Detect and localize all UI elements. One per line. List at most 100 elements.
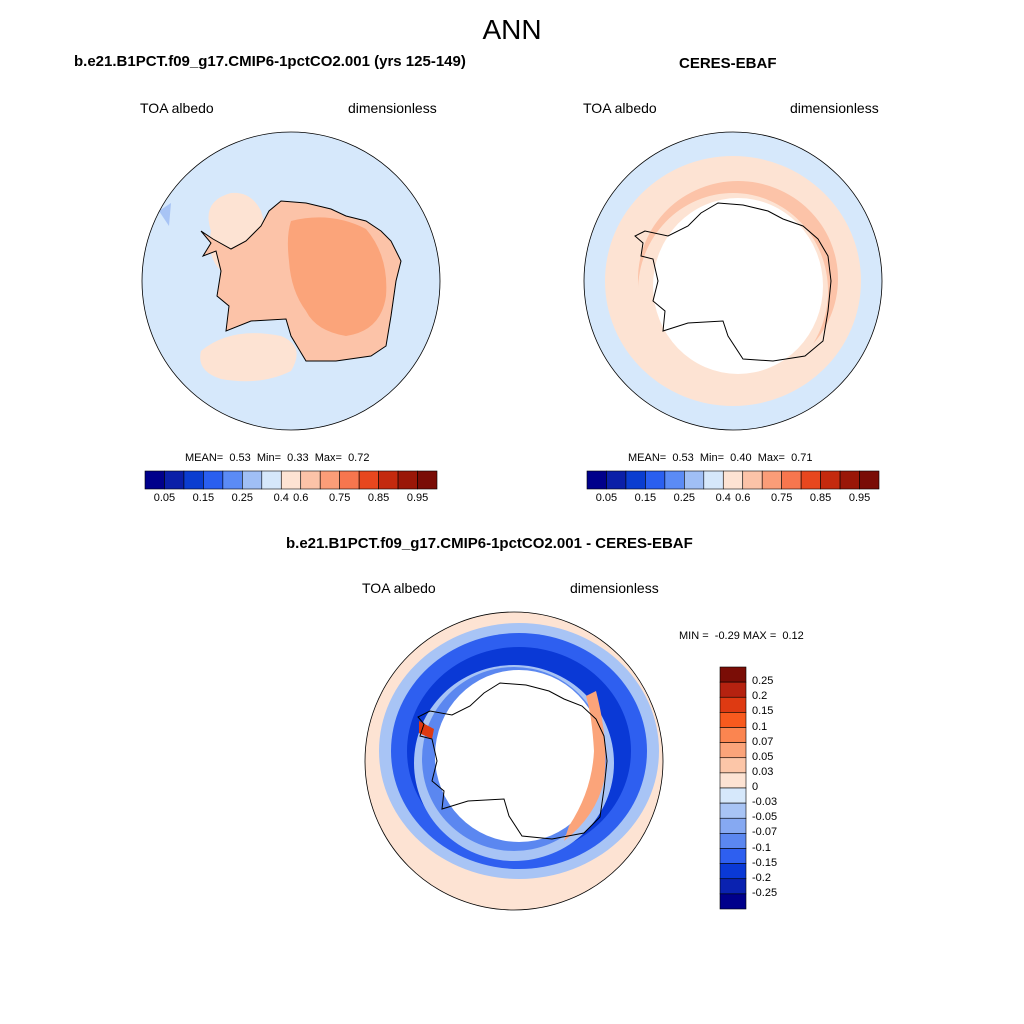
- obs-max-value: 0.71: [791, 452, 813, 464]
- diff-map-border: [364, 611, 664, 911]
- diff-max-value: 0.12: [782, 630, 804, 642]
- model-colorbar-box: [397, 470, 418, 490]
- obs-colorbar-box: [625, 470, 646, 490]
- diff-colorbar-box: [719, 848, 747, 864]
- model-min-label: Min=: [256, 452, 282, 464]
- obs-panel-title: CERES-EBAF: [679, 55, 777, 72]
- model-low-albedo-patch: [159, 203, 171, 226]
- obs-colorbar-box: [839, 470, 860, 490]
- diff-colorbar-tick-label: -0.1: [752, 841, 771, 854]
- diff-colorbar-box: [719, 878, 747, 895]
- model-colorbar-tick-label: 0.4: [273, 492, 289, 504]
- diff-colorbar-box: [719, 727, 747, 743]
- model-units-label: dimensionless: [348, 100, 437, 116]
- obs-colorbar-tick-label: 0.6: [735, 492, 751, 504]
- obs-colorbar-box: [606, 470, 627, 490]
- model-colorbar-tick-label: 0.6: [293, 492, 309, 504]
- model-colorbar-box: [203, 470, 224, 490]
- model-colorbar-tick-label: 0.95: [406, 492, 429, 504]
- model-colorbar-tick-label: 0.75: [328, 492, 351, 504]
- main-title: ANN: [482, 14, 542, 45]
- model-colorbar-box: [378, 470, 399, 490]
- diff-colorbar-tick-label: 0.07: [752, 735, 774, 748]
- obs-polar-map: [583, 131, 883, 431]
- model-colorbar-box: [242, 470, 263, 490]
- model-max-label: Max=: [314, 452, 342, 464]
- model-colorbar-box: [300, 470, 321, 490]
- diff-colorbar-tick-label: -0.2: [752, 871, 771, 884]
- obs-colorbar-tick-label: 0.85: [809, 492, 832, 504]
- diff-colorbar-box: [719, 712, 747, 728]
- diff-colorbar-tick-label: 0.1: [752, 720, 768, 733]
- obs-colorbar-box: [722, 470, 744, 490]
- diff-colorbar-box: [719, 817, 747, 834]
- diff-colorbar-tick-label: 0.15: [752, 705, 774, 718]
- obs-antarctica-coastline: [634, 202, 832, 362]
- diff-panel-title: b.e21.B1PCT.f09_g17.CMIP6-1pctCO2.001 - …: [286, 535, 693, 552]
- obs-max-label: Max=: [757, 452, 785, 464]
- model-variable-label: TOA albedo: [140, 100, 214, 116]
- diff-masked-interior: [435, 670, 603, 842]
- model-colorbar-ticks: 0.05 0.15 0.25 0.4 0.6 0.75 0.85 0.95: [145, 492, 437, 506]
- obs-mean-label: MEAN=: [628, 452, 667, 464]
- diff-colorbar-tick-label: 0.25: [752, 675, 774, 688]
- diff-colorbar-box: [719, 772, 747, 789]
- model-colorbar-box: [261, 470, 282, 490]
- obs-colorbar-box: [703, 470, 724, 490]
- model-mean-label: MEAN=: [185, 452, 224, 464]
- obs-colorbar-box: [684, 470, 705, 490]
- model-colorbar-box: [339, 470, 360, 490]
- diff-colorbar-tick-label: -0.03: [752, 796, 778, 809]
- model-map-border: [141, 131, 441, 431]
- obs-colorbar-tick-label: 0.25: [673, 492, 696, 504]
- obs-colorbar-box: [781, 470, 802, 490]
- obs-masked-interior: [653, 198, 823, 374]
- obs-stats: MEAN= 0.53 Min= 0.40 Max= 0.71: [628, 452, 812, 464]
- diff-positive-east: [564, 691, 606, 841]
- model-colorbar-box: [358, 470, 379, 490]
- diff-colorbar-box: [719, 802, 747, 819]
- diff-colorbar-tick-label: -0.15: [752, 856, 778, 869]
- diff-colorbar-tick-label: -0.07: [752, 826, 778, 839]
- diff-units-label: dimensionless: [570, 580, 659, 596]
- diff-minmax: MIN = -0.29 MAX = 0.12: [679, 630, 804, 642]
- model-high-albedo-core: [287, 217, 387, 336]
- diff-colorbar-box: [719, 833, 747, 849]
- diff-colorbar-ticks: 0.25 0.2 0.15 0.1 0.07 0.05 0.03 0 -0.03 -0.05 -0.…: [752, 667, 812, 909]
- diff-colorbar-box: [719, 742, 747, 759]
- model-colorbar-box: [183, 470, 204, 490]
- obs-colorbar-box: [664, 470, 685, 490]
- obs-colorbar-box: [820, 470, 841, 490]
- diff-max-label: MAX =: [742, 630, 777, 642]
- diff-colorbar-tick-label: 0.03: [752, 765, 774, 778]
- model-colorbar-box: [417, 470, 438, 490]
- diff-colorbar-box: [719, 666, 747, 683]
- obs-colorbar-tick-label: 0.4: [715, 492, 731, 504]
- model-max-value: 0.72: [348, 452, 370, 464]
- diff-colorbar-box: [719, 863, 747, 880]
- model-colorbar: [144, 470, 438, 490]
- obs-colorbar-box: [859, 470, 880, 490]
- diff-colorbar-tick-label: 0.05: [752, 750, 774, 763]
- obs-variable-label: TOA albedo: [583, 100, 657, 116]
- obs-colorbar-box: [586, 470, 607, 490]
- model-min-value: 0.33: [287, 452, 309, 464]
- model-colorbar-box: [280, 470, 302, 490]
- model-colorbar-tick-label: 0.05: [153, 492, 176, 504]
- diff-colorbar: [719, 666, 747, 910]
- model-colorbar-box: [319, 470, 340, 490]
- model-stats: MEAN= 0.53 Min= 0.33 Max= 0.72: [185, 452, 369, 464]
- obs-min-value: 0.40: [730, 452, 752, 464]
- model-mean-value: 0.53: [229, 452, 251, 464]
- model-colorbar-tick-label: 0.85: [367, 492, 390, 504]
- model-colorbar-box: [222, 470, 243, 490]
- diff-colorbar-tick-label: 0.2: [752, 690, 768, 703]
- diff-colorbar-box: [719, 681, 747, 698]
- diff-min-label: MIN =: [679, 630, 709, 642]
- obs-mean-value: 0.53: [672, 452, 694, 464]
- diff-positive-peninsula: [419, 721, 434, 739]
- obs-colorbar-ticks: 0.05 0.15 0.25 0.4 0.6 0.75 0.85 0.95: [587, 492, 879, 506]
- obs-colorbar-box: [645, 470, 666, 490]
- obs-map-border: [583, 131, 883, 431]
- diff-antarctica-coastline: [417, 682, 608, 840]
